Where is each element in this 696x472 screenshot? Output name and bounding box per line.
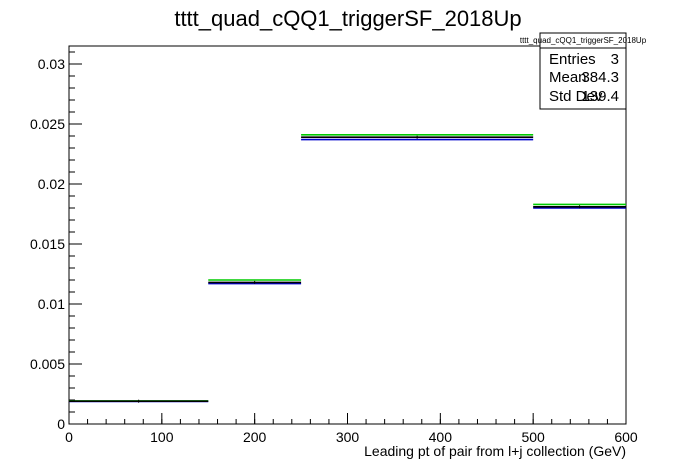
x-axis-label: Leading pt of pair from l+j collection (… <box>364 443 626 459</box>
histogram-bins <box>69 134 626 403</box>
x-tick-label: 400 <box>429 429 453 445</box>
stats-entries-label: Entries <box>549 51 596 68</box>
y-axis: 0 0.005 0.01 0.015 0.02 0.025 0.03 <box>30 51 82 432</box>
stats-entries-value: 3 <box>611 51 619 68</box>
stats-box-frame <box>539 32 627 110</box>
stats-box-title: tttt_quad_cQQ1_triggerSF_2018Up <box>520 36 647 45</box>
x-tick-label: 100 <box>150 429 174 445</box>
x-axis: 0 100 200 300 400 500 600 <box>65 413 638 445</box>
y-tick-label: 0.02 <box>38 176 65 192</box>
x-tick-label: 600 <box>614 429 638 445</box>
y-tick-label: 0 <box>57 416 65 432</box>
stats-mean-value: 384.3 <box>581 69 619 86</box>
y-tick-label: 0.01 <box>38 296 65 312</box>
x-tick-label: 300 <box>336 429 360 445</box>
y-tick-label: 0.025 <box>30 116 65 132</box>
stats-stddev-label: Std Dev <box>549 88 603 105</box>
stats-box: tttt_quad_cQQ1_triggerSF_2018Up Entries … <box>520 32 647 110</box>
x-tick-label: 500 <box>521 429 545 445</box>
chart-title: tttt_quad_cQQ1_triggerSF_2018Up <box>174 6 521 31</box>
y-tick-label: 0.015 <box>30 236 65 252</box>
y-tick-label: 0.005 <box>30 356 65 372</box>
stats-mean-label: Mean <box>549 69 587 86</box>
x-tick-label: 0 <box>65 429 73 445</box>
x-tick-label: 200 <box>243 429 267 445</box>
y-tick-label: 0.03 <box>38 56 65 72</box>
stats-stddev-value: 139.4 <box>581 88 619 105</box>
